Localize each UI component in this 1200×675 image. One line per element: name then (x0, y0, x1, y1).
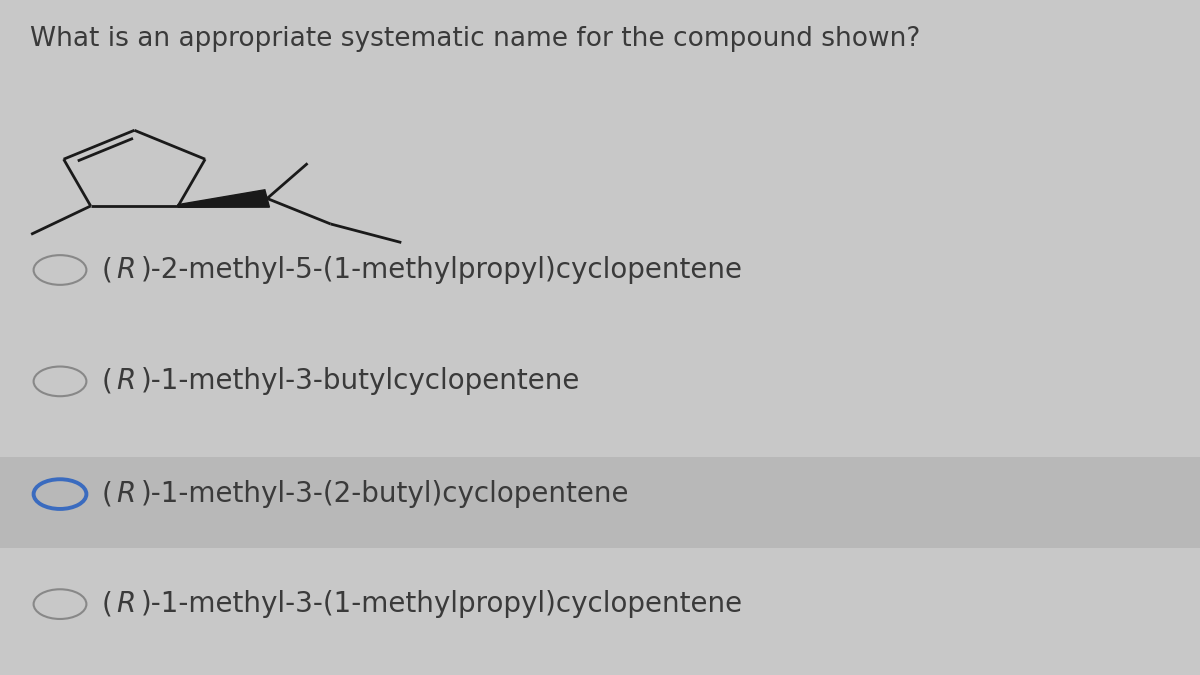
Text: )-1-methyl-3-butylcyclopentene: )-1-methyl-3-butylcyclopentene (140, 367, 580, 396)
Text: )-1-methyl-3-(1-methylpropyl)cyclopentene: )-1-methyl-3-(1-methylpropyl)cyclopenten… (140, 590, 743, 618)
Text: (: ( (102, 590, 113, 618)
Text: )-2-methyl-5-(1-methylpropyl)cyclopentene: )-2-methyl-5-(1-methylpropyl)cyclopenten… (140, 256, 743, 284)
Bar (0, 457, 1200, 548)
Text: R: R (116, 367, 136, 396)
Polygon shape (178, 190, 270, 207)
Text: (: ( (102, 256, 113, 284)
Text: What is an appropriate systematic name for the compound shown?: What is an appropriate systematic name f… (30, 26, 920, 52)
Text: (: ( (102, 367, 113, 396)
Text: R: R (116, 590, 136, 618)
Text: R: R (116, 256, 136, 284)
Text: )-1-methyl-3-(2-butyl)cyclopentene: )-1-methyl-3-(2-butyl)cyclopentene (140, 480, 629, 508)
Text: R: R (116, 480, 136, 508)
Text: (: ( (102, 480, 113, 508)
